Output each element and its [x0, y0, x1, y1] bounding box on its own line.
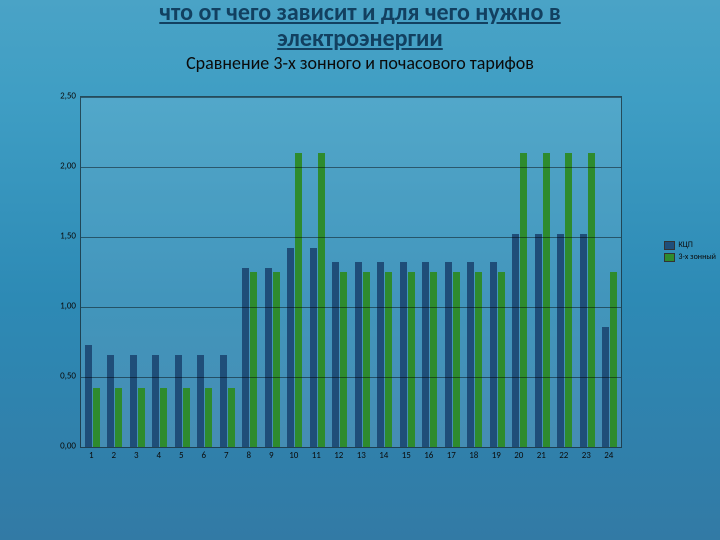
- x-tick-label: 4: [151, 450, 167, 461]
- legend-label-0: КЦП: [678, 240, 692, 250]
- x-tick-label: 19: [488, 450, 504, 461]
- slide-title-line2: электроэнергии: [0, 26, 720, 52]
- x-tick-label: 2: [106, 450, 122, 461]
- bar-series0: [422, 262, 429, 447]
- x-tick-label: 7: [218, 450, 234, 461]
- x-tick-label: 8: [241, 450, 257, 461]
- bar-series0: [445, 262, 452, 447]
- slide-title: что от чего зависит и для чего нужно в э…: [0, 0, 720, 53]
- bar-series1: [475, 272, 482, 447]
- legend-swatch-0: [664, 241, 675, 250]
- x-tick-label: 10: [286, 450, 302, 461]
- bar-series1: [318, 153, 325, 447]
- bar-series1: [295, 153, 302, 447]
- bar-series1: [205, 388, 212, 447]
- legend-swatch-1: [664, 253, 675, 262]
- bar-series0: [580, 234, 587, 447]
- bar-series0: [377, 262, 384, 447]
- bar-plot: [81, 97, 621, 447]
- grid-line: [81, 307, 621, 308]
- x-tick-label: 5: [173, 450, 189, 461]
- x-tick-label: 12: [331, 450, 347, 461]
- slide-title-line1: что от чего зависит и для чего нужно в: [159, 0, 560, 27]
- grid-line: [81, 377, 621, 378]
- legend-item-0: КЦП: [664, 240, 716, 250]
- bar-series0: [490, 262, 497, 447]
- bar-series0: [400, 262, 407, 447]
- bar-series1: [250, 272, 257, 447]
- bar-series1: [408, 272, 415, 447]
- bar-series0: [467, 262, 474, 447]
- bar-series0: [220, 355, 227, 447]
- grid-line: [81, 237, 621, 238]
- legend-label-1: 3-х зонный: [678, 252, 716, 262]
- bar-series0: [355, 262, 362, 447]
- x-tick-label: 23: [578, 450, 594, 461]
- bar-series1: [138, 388, 145, 447]
- y-tick-label: 0,00: [28, 441, 76, 452]
- bar-series1: [565, 153, 572, 447]
- bar-series0: [287, 248, 294, 447]
- plot-area: [80, 96, 622, 448]
- bar-series1: [430, 272, 437, 447]
- x-tick-label: 24: [601, 450, 617, 461]
- bar-series0: [310, 248, 317, 447]
- x-tick-label: 13: [353, 450, 369, 461]
- bar-series1: [363, 272, 370, 447]
- bar-series0: [152, 355, 159, 447]
- bar-series0: [242, 268, 249, 447]
- bar-series0: [85, 345, 92, 447]
- bar-series1: [520, 153, 527, 447]
- bar-series1: [588, 153, 595, 447]
- x-tick-label: 11: [308, 450, 324, 461]
- legend-item-1: 3-х зонный: [664, 252, 716, 262]
- bar-series0: [557, 234, 564, 447]
- bar-series0: [512, 234, 519, 447]
- x-tick-label: 16: [421, 450, 437, 461]
- y-tick-label: 2,00: [28, 161, 76, 172]
- bar-series0: [197, 355, 204, 447]
- bar-series1: [93, 388, 100, 447]
- x-tick-label: 3: [128, 450, 144, 461]
- y-tick-label: 1,00: [28, 301, 76, 312]
- bar-series0: [332, 262, 339, 447]
- y-tick-label: 1,50: [28, 231, 76, 242]
- x-tick-label: 20: [511, 450, 527, 461]
- x-tick-label: 17: [443, 450, 459, 461]
- bar-series0: [602, 327, 609, 447]
- bar-series1: [453, 272, 460, 447]
- bar-series0: [535, 234, 542, 447]
- bar-series1: [610, 272, 617, 447]
- chart-container: 0,000,501,001,502,002,50 123456789101112…: [46, 88, 626, 478]
- bar-series1: [340, 272, 347, 447]
- chart-title: Сравнение 3-х зонного и почасового тариф…: [0, 52, 720, 74]
- x-tick-label: 18: [466, 450, 482, 461]
- x-tick-label: 6: [196, 450, 212, 461]
- x-tick-label: 14: [376, 450, 392, 461]
- x-tick-label: 1: [83, 450, 99, 461]
- bar-series0: [130, 355, 137, 447]
- bar-series1: [385, 272, 392, 447]
- x-tick-label: 15: [398, 450, 414, 461]
- bar-series1: [228, 388, 235, 447]
- bar-series1: [115, 388, 122, 447]
- y-tick-label: 0,50: [28, 371, 76, 382]
- bar-series1: [543, 153, 550, 447]
- x-tick-label: 21: [533, 450, 549, 461]
- grid-line: [81, 97, 621, 98]
- x-tick-label: 22: [556, 450, 572, 461]
- bar-series0: [107, 355, 114, 447]
- bar-series1: [498, 272, 505, 447]
- bar-series1: [273, 272, 280, 447]
- bar-series0: [175, 355, 182, 447]
- bar-series0: [265, 268, 272, 447]
- slide-root: что от чего зависит и для чего нужно в э…: [0, 0, 720, 540]
- x-tick-label: 9: [263, 450, 279, 461]
- y-tick-label: 2,50: [28, 91, 76, 102]
- bar-series1: [183, 388, 190, 447]
- bar-series1: [160, 388, 167, 447]
- grid-line: [81, 167, 621, 168]
- legend: КЦП 3-х зонный: [664, 240, 716, 264]
